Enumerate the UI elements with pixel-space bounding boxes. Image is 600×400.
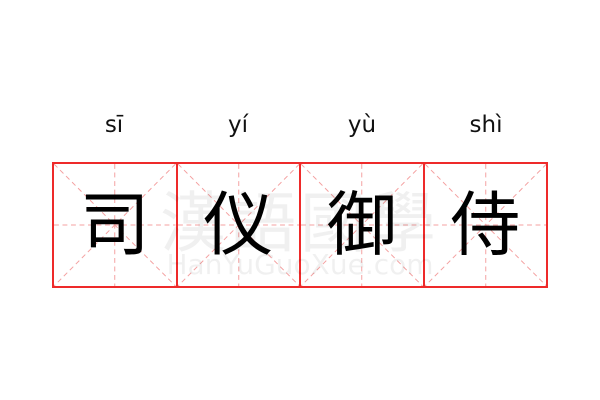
character: 御 xyxy=(326,184,397,266)
pinyin-2: yù xyxy=(347,112,377,138)
character-cell: 御 xyxy=(301,164,425,286)
pinyin-3: shì xyxy=(469,112,503,138)
character: 侍 xyxy=(450,184,521,266)
character-cell: 仪 xyxy=(177,164,301,286)
guide-lines xyxy=(54,164,176,286)
character-grid: 司 仪 御 侍 xyxy=(52,162,548,288)
character: 仪 xyxy=(203,184,274,266)
character: 司 xyxy=(79,184,150,266)
guide-lines xyxy=(177,164,299,286)
guide-lines xyxy=(301,164,423,286)
pinyin-1: yí xyxy=(227,112,248,138)
character-cell: 侍 xyxy=(424,164,546,286)
pinyin-0: sī xyxy=(104,112,124,138)
character-cell: 司 xyxy=(54,164,178,286)
guide-lines xyxy=(424,164,546,286)
